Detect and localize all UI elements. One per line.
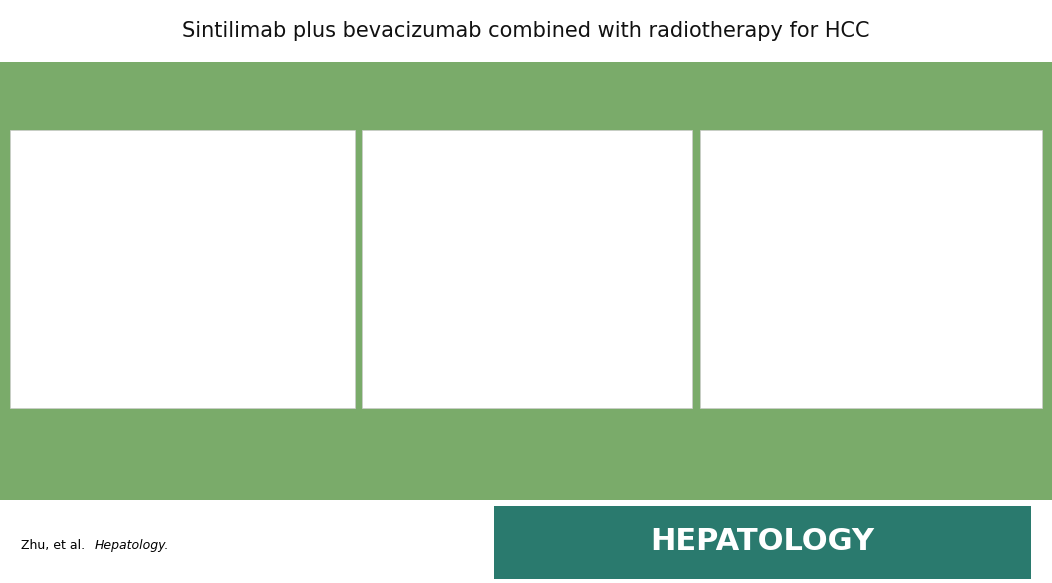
Bar: [290, 283, 295, 389]
Text: 31: 31: [822, 463, 831, 469]
Bar: [167, 283, 173, 342]
Bar: [78, 283, 83, 304]
Legend: CR, PR, SD: CR, PR, SD: [269, 163, 307, 204]
Text: 21: 21: [878, 463, 888, 469]
Bar: [123, 283, 127, 318]
Bar: [213, 283, 217, 363]
Bar: [262, 283, 267, 387]
Text: Sintilimab plus bevacizumab combined with radiotherapy provides favorable treatm: Sintilimab plus bevacizumab combined wit…: [224, 83, 828, 108]
Text: 46: 46: [370, 463, 380, 469]
Bar: [307, 283, 311, 389]
Text: Sintilimab plus bevacizumab combined with radiotherapy for HCC: Sintilimab plus bevacizumab combined wit…: [182, 21, 870, 41]
Text: 21: 21: [598, 463, 606, 469]
Text: 12: 12: [654, 463, 663, 469]
X-axis label: Patients: Patients: [148, 403, 185, 413]
Bar: [145, 283, 149, 328]
Text: HEPATOLOGY: HEPATOLOGY: [651, 527, 874, 556]
Bar: [89, 283, 94, 309]
Bar: [112, 283, 117, 314]
Bar: [201, 283, 205, 357]
Bar: [240, 283, 245, 377]
Bar: [134, 283, 139, 324]
Bar: [22, 283, 27, 289]
Bar: [274, 283, 278, 384]
Bar: [150, 283, 156, 331]
Bar: [162, 283, 166, 339]
Bar: [257, 283, 261, 384]
Text: 36: 36: [541, 463, 550, 469]
Bar: [101, 283, 105, 312]
Bar: [179, 283, 183, 347]
Text: The median overall survival was 24.0 months (95% confidence interval [CI]: 19.0-: The median overall survival was 24.0 mon…: [58, 447, 692, 477]
Bar: [228, 283, 234, 370]
Bar: [279, 283, 284, 387]
Text: Median PFS: 13.8 months (95%CI: 12.0-21.0);
6-month rate: 84.8% (95%CI: 75.0-95.: Median PFS: 13.8 months (95%CI: 12.0-21.…: [722, 167, 847, 195]
Text: 2.: 2.: [19, 447, 31, 459]
Text: 41: 41: [484, 463, 493, 469]
Bar: [34, 283, 38, 294]
Bar: [184, 283, 189, 350]
FancyBboxPatch shape: [494, 506, 1031, 579]
Text: Median OS: 24 months (95%CI: 19.0-NA)
6-month rate: 95.6% (95%CI: 89.7-100.0)
12: Median OS: 24 months (95%CI: 19.0-NA) 6-…: [384, 289, 499, 317]
Bar: [189, 283, 195, 352]
Text: 10: 10: [992, 463, 1002, 469]
Bar: [117, 283, 122, 316]
Bar: [218, 283, 222, 366]
Bar: [56, 283, 61, 300]
Bar: [67, 283, 72, 303]
Bar: [95, 283, 100, 311]
Bar: [245, 283, 250, 379]
Bar: [296, 283, 301, 389]
Bar: [173, 283, 178, 345]
Bar: [301, 283, 306, 389]
Bar: [128, 283, 134, 321]
X-axis label: Time (months): Time (months): [830, 409, 891, 418]
Text: 42: 42: [766, 463, 774, 469]
Y-axis label: OS (probability): OS (probability): [337, 242, 346, 308]
Bar: [284, 283, 289, 389]
Text: No unexpected adverse events or treatment-related deaths occurred.: No unexpected adverse events or treatmen…: [58, 489, 495, 502]
Bar: [73, 283, 78, 304]
Text: Number at risk: Number at risk: [375, 441, 427, 447]
Text: 16: 16: [935, 463, 945, 469]
Bar: [45, 283, 49, 298]
Bar: [39, 283, 44, 296]
Bar: [157, 283, 161, 334]
Text: Patients obtained an objective response rate of 58.7%;: Patients obtained an objective response …: [58, 417, 403, 430]
Bar: [50, 283, 55, 299]
Text: Zhu, et al.: Zhu, et al.: [21, 539, 89, 552]
Bar: [268, 283, 272, 389]
Text: 46: 46: [709, 463, 717, 469]
Bar: [106, 283, 110, 313]
Text: 1.: 1.: [19, 417, 31, 430]
Bar: [61, 283, 66, 301]
Bar: [235, 283, 239, 374]
Text: 3.: 3.: [19, 489, 31, 502]
Text: Hepatology.: Hepatology.: [95, 539, 168, 552]
Bar: [251, 283, 256, 381]
Text: 44: 44: [427, 463, 437, 469]
Text: Number at risk: Number at risk: [713, 441, 765, 447]
X-axis label: Time (months): Time (months): [492, 409, 553, 418]
Bar: [28, 283, 33, 292]
Bar: [206, 283, 211, 360]
Y-axis label: PFS (probability): PFS (probability): [675, 240, 684, 310]
Bar: [84, 283, 88, 307]
Bar: [140, 283, 144, 326]
Bar: [223, 283, 228, 368]
Bar: [196, 283, 200, 356]
